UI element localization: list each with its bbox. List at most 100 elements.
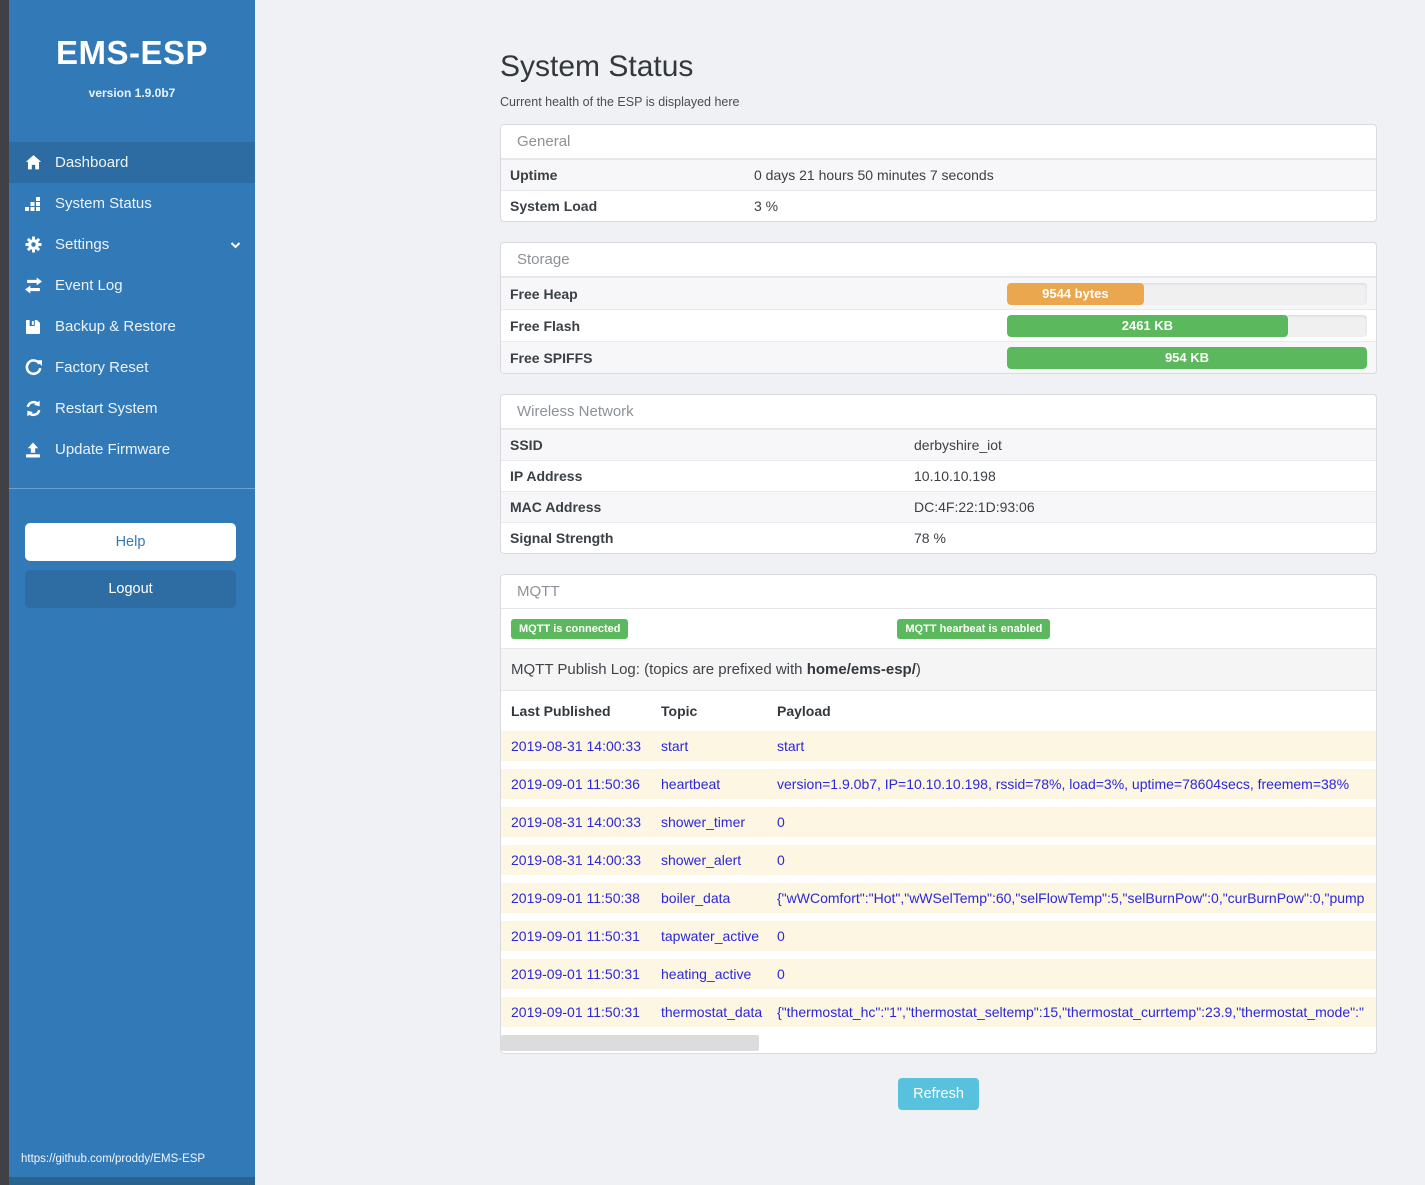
publish-log-suffix: ) — [915, 661, 921, 678]
sidebar-item-settings[interactable]: Settings — [9, 224, 255, 265]
log-row: 2019-08-31 14:00:33 shower_alert 0 — [501, 845, 1376, 875]
refresh-row: Refresh — [500, 1078, 1377, 1170]
storage-panel-heading: Storage — [501, 243, 1376, 277]
ssid-value: derbyshire_iot — [914, 437, 1002, 453]
exchange-icon — [22, 277, 44, 294]
sidebar-item-factory-reset[interactable]: Factory Reset — [9, 347, 255, 388]
free-flash-progress-fill: 2461 KB — [1007, 314, 1288, 337]
log-time: 2019-09-01 11:50:31 — [511, 966, 640, 982]
sidebar-item-event-log[interactable]: Event Log — [9, 265, 255, 306]
sidebar-item-system-status[interactable]: System Status — [9, 183, 255, 224]
log-payload: version=1.9.0b7, IP=10.10.10.198, rssid=… — [777, 776, 1350, 792]
system-load-value: 3 % — [754, 198, 779, 214]
horizontal-scrollbar-thumb[interactable] — [501, 1035, 760, 1051]
signal-strength-row: Signal Strength 78 % — [501, 522, 1376, 553]
horizontal-scrollbar — [501, 1035, 1376, 1051]
upload-icon — [22, 442, 44, 458]
free-spiffs-label: Free SPIFFS — [510, 349, 593, 366]
ip-address-row: IP Address 10.10.10.198 — [501, 460, 1376, 491]
sidebar-item-label: Event Log — [55, 277, 123, 294]
free-heap-progress-fill: 9544 bytes — [1007, 282, 1144, 305]
log-time: 2019-08-31 14:00:33 — [511, 814, 641, 830]
log-topic: heating_active — [661, 966, 752, 982]
sidebar-item-label: Backup & Restore — [55, 318, 176, 335]
log-row: 2019-09-01 11:50:38 boiler_data {"wWComf… — [501, 883, 1376, 913]
log-row: 2019-09-01 11:50:31 tapwater_active 0 — [501, 921, 1376, 951]
publish-log-prefix: MQTT Publish Log: (topics are prefixed w… — [511, 661, 807, 678]
github-link[interactable]: https://github.com/proddy/EMS-ESP — [21, 1153, 206, 1165]
log-time: 2019-09-01 11:50:36 — [511, 776, 640, 792]
mac-address-value: DC:4F:22:1D:93:06 — [914, 499, 1035, 515]
sidebar-item-restart-system[interactable]: Restart System — [9, 388, 255, 429]
sidebar-item-update-firmware[interactable]: Update Firmware — [9, 429, 255, 470]
log-time: 2019-08-31 14:00:33 — [511, 852, 641, 868]
sidebar-item-dashboard[interactable]: Dashboard — [9, 142, 255, 183]
log-row: 2019-09-01 11:50:31 heating_active 0 — [501, 959, 1376, 989]
column-last-published: Last Published — [511, 703, 611, 719]
refresh-icon — [22, 400, 44, 417]
sidebar-item-label: Restart System — [55, 400, 158, 417]
gear-icon — [22, 236, 44, 253]
sidebar-buttons: Help Logout — [9, 489, 255, 608]
free-spiffs-progress: 954 KB — [1007, 346, 1367, 369]
log-topic: thermostat_data — [661, 1004, 763, 1020]
log-table-header: Last Published Topic Payload — [501, 691, 1376, 730]
left-edge-strip — [0, 0, 9, 1185]
home-icon — [22, 154, 44, 171]
log-payload: {"wWComfort":"Hot","wWSelTemp":60,"selFl… — [777, 890, 1365, 906]
wireless-panel-heading: Wireless Network — [501, 395, 1376, 429]
sidebar-nav: Dashboard System Status — [9, 142, 255, 470]
log-topic: tapwater_active — [661, 928, 760, 944]
free-heap-progress: 9544 bytes — [1007, 282, 1367, 305]
logout-button[interactable]: Logout — [25, 570, 236, 608]
mqtt-connected-badge: MQTT is connected — [511, 618, 629, 639]
mqtt-badges-row: MQTT is connected MQTT hearbeat is enabl… — [501, 609, 1376, 649]
free-flash-row: Free Flash 2461 KB — [501, 309, 1376, 341]
log-row: 2019-08-31 14:00:33 start start — [501, 731, 1376, 761]
log-topic: start — [661, 738, 689, 754]
uptime-label: Uptime — [510, 167, 558, 183]
app-title: EMS-ESP — [55, 34, 209, 71]
sidebar: EMS-ESP version 1.9.0b7 Dashboard Sys — [9, 0, 255, 1185]
log-topic: boiler_data — [661, 890, 731, 906]
ssid-row: SSID derbyshire_iot — [501, 429, 1376, 460]
free-flash-label: Free Flash — [510, 317, 581, 334]
content-column: System Status Current health of the ESP … — [500, 50, 1377, 1170]
sidebar-item-backup-restore[interactable]: Backup & Restore — [9, 306, 255, 347]
sidebar-footer-strip — [9, 1177, 255, 1185]
main-area: System Status Current health of the ESP … — [255, 0, 1425, 1185]
free-heap-row: Free Heap 9544 bytes — [501, 277, 1376, 309]
mac-address-row: MAC Address DC:4F:22:1D:93:06 — [501, 491, 1376, 522]
free-spiffs-row: Free SPIFFS 954 KB — [501, 341, 1376, 373]
ssid-label: SSID — [510, 437, 543, 453]
help-button[interactable]: Help — [25, 523, 236, 561]
brand: EMS-ESP version 1.9.0b7 — [9, 0, 255, 100]
log-payload: 0 — [777, 966, 785, 982]
uptime-value: 0 days 21 hours 50 minutes 7 seconds — [754, 167, 994, 183]
chevron-down-icon — [230, 241, 241, 249]
log-payload: 0 — [777, 814, 785, 830]
log-payload: 0 — [777, 928, 785, 944]
ip-address-label: IP Address — [510, 468, 583, 484]
system-load-label: System Load — [510, 198, 598, 214]
mqtt-publish-log-title: MQTT Publish Log: (topics are prefixed w… — [501, 649, 1376, 691]
log-topic: heartbeat — [661, 776, 721, 792]
sidebar-item-label: System Status — [55, 195, 152, 212]
free-flash-progress: 2461 KB — [1007, 314, 1367, 337]
general-panel-heading: General — [501, 125, 1376, 159]
log-row: 2019-09-01 11:50:36 heartbeat version=1.… — [501, 769, 1376, 799]
refresh-button[interactable]: Refresh — [898, 1078, 979, 1110]
log-topic: shower_timer — [661, 814, 746, 830]
sidebar-footer: https://github.com/proddy/EMS-ESP — [9, 1153, 255, 1185]
mac-address-label: MAC Address — [510, 499, 602, 515]
log-time: 2019-09-01 11:50:31 — [511, 928, 640, 944]
system-status-icon — [22, 196, 44, 212]
uptime-row: Uptime 0 days 21 hours 50 minutes 7 seco… — [501, 159, 1376, 190]
system-load-row: System Load 3 % — [501, 190, 1376, 221]
ip-address-value: 10.10.10.198 — [914, 468, 996, 484]
log-time: 2019-09-01 11:50:31 — [511, 1004, 640, 1020]
save-icon — [22, 319, 44, 335]
log-row: 2019-08-31 14:00:33 shower_timer 0 — [501, 807, 1376, 837]
log-topic: shower_alert — [661, 852, 742, 868]
